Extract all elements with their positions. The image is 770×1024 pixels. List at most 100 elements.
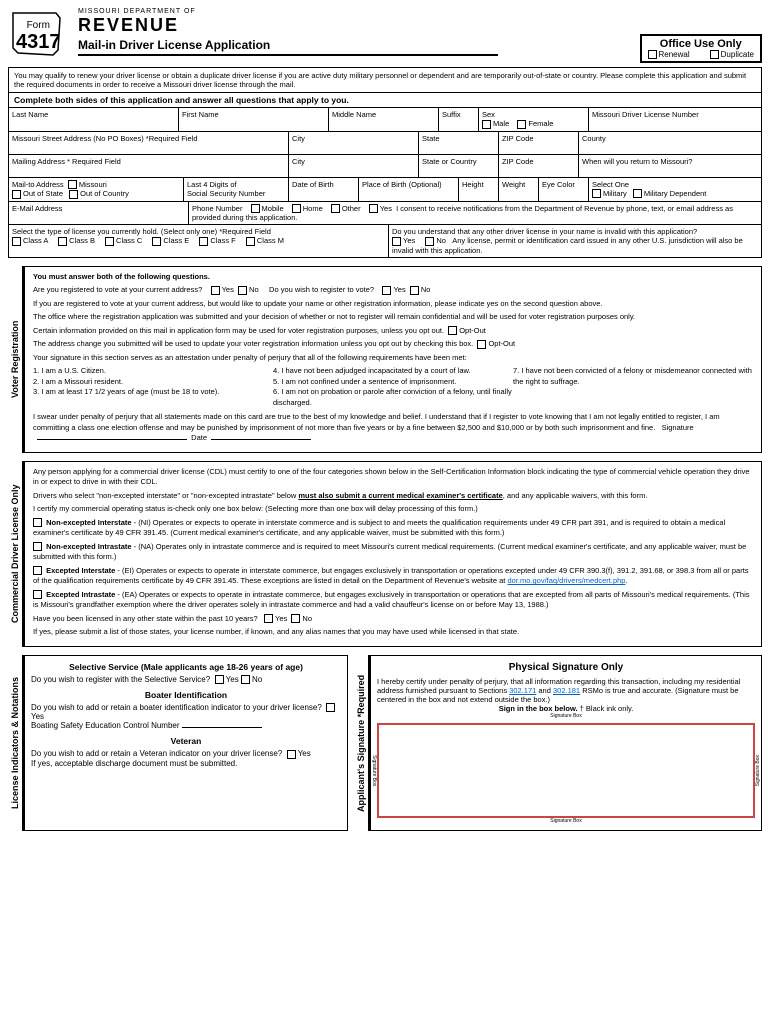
outcountry-checkbox[interactable] (69, 190, 78, 199)
name-row: Last Name First Name Middle Name Suffix … (9, 108, 761, 132)
understand-field: Do you understand that any other driver … (389, 225, 761, 257)
mailing-zip-field[interactable]: ZIP Code (499, 155, 579, 177)
voter-sidebar-label: Voter Registration (8, 266, 24, 453)
state-outline-logo: Form 4317 (8, 8, 68, 63)
signature-section: Applicant's Signature *Required Physical… (354, 655, 762, 831)
outstate-checkbox[interactable] (12, 190, 21, 199)
cdl-sidebar-label: Commercial Driver License Only (8, 461, 24, 647)
voter-requirements: 1. I am a U.S. Citizen. 2. I am a Missou… (33, 366, 753, 408)
boater-title: Boater Identification (31, 690, 341, 700)
mailing-row: Mailing Address * Required Field City St… (9, 155, 761, 178)
understand-no-checkbox[interactable] (425, 237, 434, 246)
optout1-checkbox[interactable] (448, 326, 457, 335)
mailto-field: Mail-to Address Missouri Out of State Ou… (9, 178, 184, 201)
sel-yes-checkbox[interactable] (215, 675, 224, 684)
optout2-checkbox[interactable] (477, 340, 486, 349)
height-field[interactable]: Height (459, 178, 499, 201)
classe-checkbox[interactable] (152, 237, 161, 246)
weight-field[interactable]: Weight (499, 178, 539, 201)
boat-num-line[interactable] (182, 727, 262, 728)
sig-sidebar-label: Applicant's Signature *Required (354, 655, 370, 831)
reg-no-checkbox[interactable] (238, 286, 247, 295)
dept-line: MISSOURI DEPARTMENT OF (78, 8, 498, 15)
ei-checkbox[interactable] (33, 566, 42, 575)
cdl10-no-checkbox[interactable] (291, 614, 300, 623)
statute-link-1[interactable]: 302.171 (509, 686, 536, 695)
selective-box: Selective Service (Male applicants age 1… (24, 655, 348, 831)
medcert-link[interactable]: dor.mo.gov/faq/drivers/medcert.php (507, 576, 625, 585)
complete-instruction: Complete both sides of this application … (9, 93, 761, 108)
cdl-section: Commercial Driver License Only Any perso… (8, 461, 762, 647)
state-field[interactable]: State (419, 132, 499, 154)
bottom-row: License Indicators & Notations Selective… (8, 655, 762, 831)
wish-no-checkbox[interactable] (410, 286, 419, 295)
na-checkbox[interactable] (33, 542, 42, 551)
pob-field[interactable]: Place of Birth (Optional) (359, 178, 459, 201)
form-label: Form (16, 20, 61, 31)
intro-text: You may qualify to renew your driver lic… (9, 68, 761, 93)
phone-field: Phone Number Mobile Home Other Yes I con… (189, 202, 761, 225)
mailing-field[interactable]: Mailing Address * Required Field (9, 155, 289, 177)
statute-link-2[interactable]: 302.181 (553, 686, 580, 695)
form-title: Mail-in Driver License Application (78, 38, 498, 56)
select-type-field: Select the type of license you currently… (9, 225, 389, 257)
classf-checkbox[interactable] (199, 237, 208, 246)
classa-checkbox[interactable] (12, 237, 21, 246)
license-type-row: Select the type of license you currently… (9, 225, 761, 257)
sig-box: Physical Signature Only I hereby certify… (370, 655, 762, 831)
ea-checkbox[interactable] (33, 590, 42, 599)
classm-checkbox[interactable] (246, 237, 255, 246)
ssn-field[interactable]: Last 4 Digits ofSocial Security Number (184, 178, 289, 201)
street-field[interactable]: Missouri Street Address (No PO Boxes) *R… (9, 132, 289, 154)
signature-area[interactable]: Signature Box Signature Box (377, 723, 755, 818)
consent-checkbox[interactable] (369, 204, 378, 213)
sel-no-checkbox[interactable] (241, 675, 250, 684)
boat-yes-checkbox[interactable] (326, 703, 335, 712)
understand-yes-checkbox[interactable] (392, 237, 401, 246)
classc-checkbox[interactable] (105, 237, 114, 246)
duplicate-label: Duplicate (721, 50, 754, 59)
selective-title: Selective Service (Male applicants age 1… (31, 662, 341, 672)
dob-field[interactable]: Date of Birth (289, 178, 359, 201)
sex-field: Sex Male Female (479, 108, 589, 131)
eye-field[interactable]: Eye Color (539, 178, 589, 201)
wish-yes-checkbox[interactable] (382, 286, 391, 295)
cdl10-yes-checkbox[interactable] (264, 614, 273, 623)
classb-checkbox[interactable] (58, 237, 67, 246)
voter-section: Voter Registration You must answer both … (8, 266, 762, 453)
office-use-box: Office Use Only Renewal Duplicate (640, 34, 763, 63)
duplicate-checkbox[interactable] (710, 50, 719, 59)
home-checkbox[interactable] (292, 204, 301, 213)
mailing-city-field[interactable]: City (289, 155, 419, 177)
ni-checkbox[interactable] (33, 518, 42, 527)
male-checkbox[interactable] (482, 120, 491, 129)
middle-name-field[interactable]: Middle Name (329, 108, 439, 131)
zip-field[interactable]: ZIP Code (499, 132, 579, 154)
revenue-logo: REVENUE (78, 15, 498, 36)
suffix-field[interactable]: Suffix (439, 108, 479, 131)
voter-date-line[interactable] (211, 439, 311, 440)
state-country-field[interactable]: State or Country (419, 155, 499, 177)
mobile-checkbox[interactable] (251, 204, 260, 213)
form-number: 4317 (16, 31, 61, 54)
mildep-checkbox[interactable] (633, 189, 642, 198)
female-checkbox[interactable] (517, 120, 526, 129)
email-field[interactable]: E-Mail Address (9, 202, 189, 225)
city-field[interactable]: City (289, 132, 419, 154)
county-field[interactable]: County (579, 132, 761, 154)
last-name-field[interactable]: Last Name (9, 108, 179, 131)
license-number-field[interactable]: Missouri Driver License Number (589, 108, 761, 131)
cdl-content: Any person applying for a commercial dri… (24, 461, 762, 647)
other-checkbox[interactable] (331, 204, 340, 213)
missouri-checkbox[interactable] (68, 180, 77, 189)
renewal-label: Renewal (659, 50, 690, 59)
vet-yes-checkbox[interactable] (287, 750, 296, 759)
voter-sig-line[interactable] (37, 439, 187, 440)
military-checkbox[interactable] (592, 189, 601, 198)
return-mo-field[interactable]: When will you return to Missouri? (579, 155, 761, 177)
license-indicators-section: License Indicators & Notations Selective… (8, 655, 348, 831)
renewal-checkbox[interactable] (648, 50, 657, 59)
main-form-box: You may qualify to renew your driver lic… (8, 67, 762, 258)
first-name-field[interactable]: First Name (179, 108, 329, 131)
reg-yes-checkbox[interactable] (211, 286, 220, 295)
